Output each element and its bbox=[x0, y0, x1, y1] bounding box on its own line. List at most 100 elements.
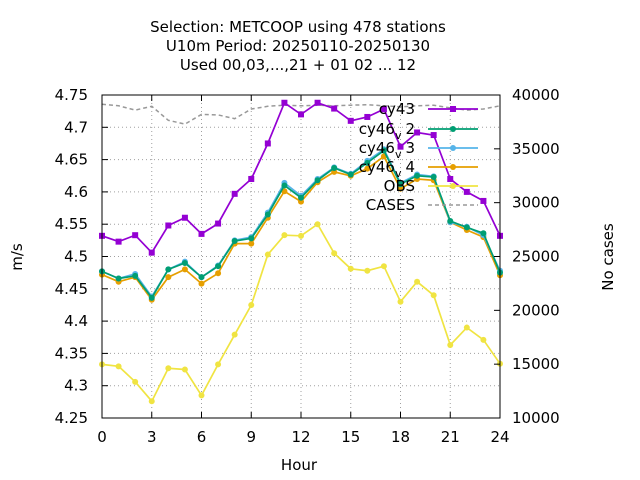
data-point-cy46-v-2 bbox=[380, 147, 387, 154]
y-tick-label: 4.65 bbox=[55, 151, 88, 169]
data-point-cy46-v-4 bbox=[281, 188, 288, 195]
y-tick-label: 4.55 bbox=[55, 215, 88, 233]
y-tick-label: 4.3 bbox=[64, 377, 88, 395]
data-point-cy46-v-2 bbox=[414, 172, 421, 179]
series-line-cases bbox=[101, 103, 501, 125]
legend-marker-obs bbox=[450, 183, 456, 189]
legend-label-cy46-v-4-num: 4 bbox=[405, 158, 415, 176]
data-point-cy43 bbox=[447, 175, 454, 182]
data-point-cy43 bbox=[430, 132, 437, 139]
legend-marker-cy46-v-3 bbox=[450, 145, 456, 151]
data-point-cy46-v-2 bbox=[148, 294, 155, 301]
data-point-obs bbox=[264, 251, 271, 258]
legend-label-cy46-v-4-sub: v bbox=[395, 167, 402, 180]
data-point-obs bbox=[148, 398, 155, 405]
y-tick-label: 4.35 bbox=[55, 344, 88, 362]
data-point-cy46-v-2 bbox=[281, 182, 288, 189]
data-point-cy46-v-4 bbox=[248, 240, 255, 247]
x-tick-label: 24 bbox=[490, 428, 509, 446]
y-tick-label: 4.7 bbox=[64, 118, 88, 136]
data-point-obs bbox=[331, 250, 338, 257]
data-point-cy43 bbox=[331, 105, 338, 112]
data-point-cy46-v-2 bbox=[397, 181, 404, 188]
legend-marker-cy43 bbox=[450, 106, 456, 112]
series-layer bbox=[99, 99, 503, 405]
data-point-cy46-v-2 bbox=[132, 272, 139, 279]
legend-label-cy46-v-2-base: cy46 bbox=[359, 120, 395, 138]
data-point-cy46-v-2 bbox=[215, 263, 222, 270]
data-point-cy46-v-4 bbox=[165, 274, 172, 281]
data-point-cy43 bbox=[414, 129, 421, 136]
data-point-obs bbox=[215, 361, 222, 368]
legend-label-cy43: cy43 bbox=[379, 100, 415, 118]
data-point-cy46-v-2 bbox=[430, 174, 437, 181]
data-point-obs bbox=[231, 331, 238, 338]
data-point-cy43 bbox=[148, 249, 155, 256]
data-point-cy43 bbox=[314, 99, 321, 106]
series-line-cy46-v-4 bbox=[101, 155, 501, 302]
data-point-obs bbox=[380, 263, 387, 270]
data-point-cy43 bbox=[463, 188, 470, 195]
y2-tick-label: 20000 bbox=[512, 301, 560, 319]
data-point-obs bbox=[347, 265, 354, 272]
legend-label-cy46-v-2-sub: v bbox=[395, 129, 402, 142]
data-point-cy43 bbox=[264, 140, 271, 147]
legend-label-cases: CASES bbox=[366, 196, 415, 214]
data-point-obs bbox=[115, 363, 122, 370]
y-tick-label: 4.6 bbox=[64, 183, 88, 201]
data-point-cy46-v-4 bbox=[215, 270, 222, 277]
data-point-obs bbox=[248, 301, 255, 308]
legend-label-cy46-v-2-num: 2 bbox=[405, 120, 415, 138]
data-point-cy46-v-2 bbox=[331, 164, 338, 171]
x-tick-label: 18 bbox=[391, 428, 410, 446]
legend-label-cy46-v-2: cy46v 2 bbox=[359, 120, 415, 142]
legend-marker-cy46-v-2 bbox=[450, 126, 456, 132]
title-line-3: Used 00,03,...,21 + 01 02 ... 12 bbox=[180, 56, 416, 74]
data-point-cy43 bbox=[115, 238, 122, 245]
data-point-obs bbox=[132, 378, 139, 385]
data-point-cy43 bbox=[165, 222, 172, 229]
data-point-cy46-v-2 bbox=[165, 266, 172, 273]
grid bbox=[102, 95, 500, 418]
series-line-cy43 bbox=[101, 101, 501, 254]
data-point-cy43 bbox=[231, 190, 238, 197]
y2-axis-label: No cases bbox=[599, 223, 617, 291]
data-point-obs bbox=[298, 232, 304, 239]
data-point-cy46-v-4 bbox=[181, 266, 188, 273]
y-tick-label: 4.4 bbox=[64, 312, 88, 330]
data-point-cy43 bbox=[298, 111, 304, 118]
data-point-cy46-v-2 bbox=[181, 259, 188, 266]
data-point-cy46-v-2 bbox=[364, 159, 371, 166]
legend-marker-cy46-v-4 bbox=[450, 164, 456, 170]
data-point-cy43 bbox=[198, 230, 205, 237]
data-point-cy46-v-2 bbox=[198, 274, 205, 281]
title-line-1: Selection: METCOOP using 478 stations bbox=[150, 18, 446, 36]
series-line-obs bbox=[101, 222, 501, 403]
x-tick-label: 12 bbox=[291, 428, 310, 446]
data-point-cy43 bbox=[347, 117, 354, 124]
data-point-cy43 bbox=[480, 197, 487, 204]
data-point-cy43 bbox=[380, 106, 387, 113]
data-point-cy46-v-4 bbox=[397, 185, 404, 192]
data-point-obs bbox=[181, 366, 188, 373]
data-point-cy43 bbox=[132, 232, 139, 239]
data-point-obs bbox=[430, 292, 437, 299]
y2-tick-label: 40000 bbox=[512, 86, 560, 104]
x-tick-label: 0 bbox=[97, 428, 107, 446]
data-point-obs bbox=[314, 221, 321, 228]
y2-tick-label: 30000 bbox=[512, 194, 560, 212]
legend-label-cy46-v-4-base: cy46 bbox=[359, 158, 395, 176]
data-point-cy46-v-4 bbox=[364, 165, 371, 172]
x-tick-label: 9 bbox=[246, 428, 256, 446]
x-tick-label: 15 bbox=[341, 428, 360, 446]
chart-title: Selection: METCOOP using 478 stations U1… bbox=[150, 18, 446, 74]
legend-label-cy46-v-3-sub: v bbox=[395, 148, 402, 161]
legend-label-cy46-v-4: cy46v 4 bbox=[359, 158, 415, 180]
data-point-cy46-v-2 bbox=[298, 194, 304, 201]
data-point-cy46-v-2 bbox=[231, 237, 238, 244]
data-point-obs bbox=[414, 278, 421, 285]
y-tick-label: 4.75 bbox=[55, 86, 88, 104]
data-point-obs bbox=[447, 342, 454, 349]
y2-tick-label: 25000 bbox=[512, 248, 560, 266]
